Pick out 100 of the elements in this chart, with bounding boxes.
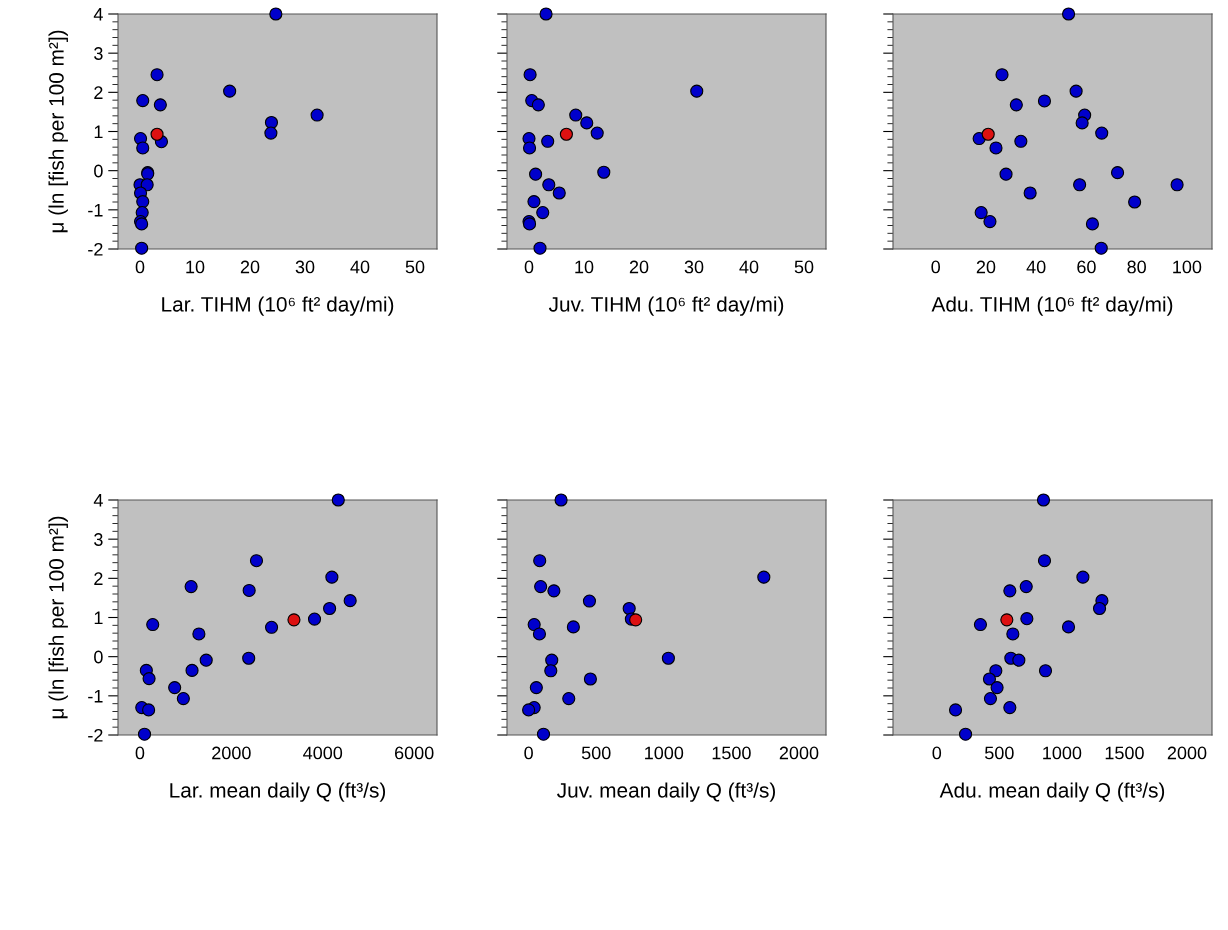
point <box>522 141 537 155</box>
x-axis-title: Juv. mean daily Q (ft³/s) <box>557 782 776 802</box>
point <box>287 613 301 627</box>
point <box>1037 94 1052 108</box>
y-tick-label: -1 <box>88 689 103 703</box>
y-tick-label: 1 <box>94 611 103 625</box>
x-axis-title: Adu. mean daily Q (ft³/s) <box>939 782 1165 802</box>
x-tick-label: 6000 <box>394 746 434 760</box>
point <box>1038 664 1053 678</box>
x-tick-label: 0 <box>932 746 942 760</box>
y-tick-label: -2 <box>88 242 103 256</box>
point <box>153 98 167 112</box>
point <box>1069 84 1083 98</box>
point <box>542 178 556 192</box>
point <box>264 115 279 130</box>
point <box>142 703 156 717</box>
point <box>199 653 213 667</box>
point <box>264 126 278 140</box>
point <box>983 215 997 229</box>
point <box>1000 613 1014 627</box>
x-tick-label: 1500 <box>1105 746 1144 760</box>
point <box>135 241 149 255</box>
point <box>580 116 594 130</box>
x-tick-label: 500 <box>984 746 1014 760</box>
point <box>150 68 164 82</box>
point <box>1092 601 1107 616</box>
point <box>566 620 580 634</box>
point <box>529 681 543 695</box>
point <box>142 672 156 686</box>
point <box>539 7 553 21</box>
point <box>1095 126 1109 140</box>
point <box>536 727 551 741</box>
x-tick-label: 500 <box>581 746 611 760</box>
x-tick-label: 20 <box>976 260 996 274</box>
point <box>536 206 550 220</box>
point <box>168 681 182 695</box>
point <box>569 108 583 122</box>
point <box>533 241 547 255</box>
x-tick-label: 40 <box>1026 260 1046 274</box>
point <box>310 108 324 122</box>
point <box>331 493 345 507</box>
x-tick-label: 0 <box>135 746 145 760</box>
point <box>582 594 597 608</box>
x-tick-label: 4000 <box>303 746 343 760</box>
point <box>1020 612 1034 626</box>
x-tick-label: 80 <box>1127 260 1146 274</box>
x-tick-label: 20 <box>240 260 260 274</box>
point <box>544 664 558 678</box>
point <box>1061 620 1076 634</box>
x-tick-label: 50 <box>794 260 814 274</box>
x-tick-label: 30 <box>295 260 315 274</box>
x-tick-label: 40 <box>739 260 759 274</box>
x-tick-label: 0 <box>135 260 145 274</box>
point <box>1019 579 1033 594</box>
point <box>523 68 537 82</box>
point <box>522 703 536 717</box>
point <box>1094 241 1108 255</box>
point <box>999 167 1013 181</box>
point <box>757 570 771 584</box>
point <box>1023 186 1037 200</box>
point <box>1003 584 1017 598</box>
point <box>527 617 541 632</box>
point <box>529 167 543 181</box>
point <box>136 141 150 155</box>
y-tick-label: -2 <box>88 728 103 742</box>
point <box>249 554 264 568</box>
x-tick-label: 1500 <box>712 746 751 760</box>
point <box>541 134 555 148</box>
point <box>242 583 256 598</box>
point <box>532 627 547 641</box>
point <box>547 584 561 598</box>
y-tick-label: 4 <box>93 8 103 21</box>
x-tick-label: 0 <box>931 260 941 274</box>
x-tick-label: 20 <box>629 260 649 274</box>
x-tick-label: 2000 <box>1167 746 1207 760</box>
x-tick-label: 2000 <box>212 746 251 760</box>
point <box>1014 134 1028 148</box>
point <box>1009 98 1023 112</box>
point <box>146 617 160 632</box>
y-tick-label: 0 <box>94 164 103 178</box>
point <box>990 681 1004 695</box>
point <box>981 127 995 141</box>
x-tick-label: 50 <box>405 260 425 274</box>
point <box>590 126 604 140</box>
point <box>1003 701 1017 715</box>
point <box>554 493 568 507</box>
x-tick-label: 2000 <box>779 746 819 760</box>
point <box>973 617 988 632</box>
point <box>1170 178 1184 192</box>
y-tick-label: 4 <box>93 494 103 507</box>
y-tick-label: 2 <box>94 572 103 585</box>
x-tick-label: 1000 <box>1043 746 1082 760</box>
point <box>136 93 150 108</box>
point <box>1085 217 1100 231</box>
point <box>1036 493 1051 507</box>
point <box>176 692 190 706</box>
point <box>661 651 675 665</box>
point <box>1012 653 1026 667</box>
x-axis-title: Adu. TIHM (10⁶ ft² day/mi) <box>931 296 1173 316</box>
x-tick-label: 0 <box>524 746 533 760</box>
